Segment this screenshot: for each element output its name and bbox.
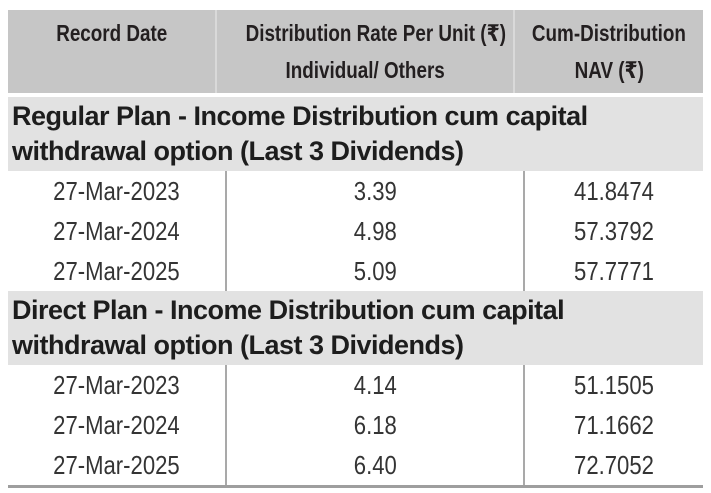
nav-cell: 51.1505 (525, 365, 703, 405)
header-rate-line2: Individual/ Others (285, 57, 445, 83)
header-nav-line1: Cum-Distribution (532, 20, 687, 46)
record-date-value: 27-Mar-2023 (53, 370, 180, 400)
record-date-cell: 27-Mar-2023 (8, 365, 227, 405)
nav-value: 71.1662 (574, 410, 654, 440)
record-date-value: 27-Mar-2025 (53, 256, 180, 286)
record-date-value: 27-Mar-2024 (53, 216, 180, 246)
dividend-table: Record Date Distribution Rate Per Unit (… (8, 10, 703, 488)
table-row: 27-Mar-2023 3.39 41.8474 (8, 171, 703, 211)
table-row: 27-Mar-2025 5.09 57.7771 (8, 251, 703, 291)
nav-value: 57.7771 (574, 256, 654, 286)
table-row: 27-Mar-2025 6.40 72.7052 (8, 445, 703, 485)
nav-cell: 57.7771 (525, 251, 703, 291)
nav-cell: 71.1662 (525, 405, 703, 445)
header-cum-distribution-nav: Cum-Distribution NAV (₹) (515, 10, 703, 93)
nav-value: 57.3792 (574, 216, 654, 246)
table-row: 27-Mar-2024 4.98 57.3792 (8, 211, 703, 251)
record-date-cell: 27-Mar-2024 (8, 405, 227, 445)
rate-cell: 4.14 (227, 365, 525, 405)
record-date-value: 27-Mar-2023 (53, 176, 180, 206)
rate-value: 4.14 (353, 370, 397, 400)
header-record-date: Record Date (8, 10, 218, 93)
table-row: 27-Mar-2024 6.18 71.1662 (8, 405, 703, 445)
rate-value: 6.40 (353, 450, 397, 480)
header-nav-line2: NAV (₹) (574, 57, 644, 83)
record-date-cell: 27-Mar-2025 (8, 445, 227, 485)
nav-cell: 72.7052 (525, 445, 703, 485)
rate-cell: 5.09 (227, 251, 525, 291)
nav-cell: 41.8474 (525, 171, 703, 211)
table-bottom-border (8, 485, 703, 488)
table-header-row: Record Date Distribution Rate Per Unit (… (8, 10, 703, 93)
rate-value: 5.09 (353, 256, 397, 286)
rate-cell: 3.39 (227, 171, 525, 211)
header-record-date-label: Record Date (56, 20, 168, 46)
rate-cell: 4.98 (227, 211, 525, 251)
record-date-cell: 27-Mar-2023 (8, 171, 227, 211)
record-date-value: 27-Mar-2025 (53, 450, 180, 480)
rate-value: 6.18 (353, 410, 397, 440)
table-row: 27-Mar-2023 4.14 51.1505 (8, 365, 703, 405)
section-title-regular-plan: Regular Plan - Income Distribution cum c… (8, 97, 703, 171)
nav-value: 41.8474 (574, 176, 654, 206)
record-date-cell: 27-Mar-2024 (8, 211, 227, 251)
nav-value: 51.1505 (574, 370, 654, 400)
rate-cell: 6.18 (227, 405, 525, 445)
header-distribution-rate-per-unit: Distribution Rate Per Unit (₹) Individua… (217, 10, 516, 93)
nav-value: 72.7052 (574, 450, 654, 480)
record-date-cell: 27-Mar-2025 (8, 251, 227, 291)
header-rate-line1: Distribution Rate Per Unit (₹) (245, 20, 507, 46)
section-title-direct-plan: Direct Plan - Income Distribution cum ca… (8, 291, 703, 365)
record-date-value: 27-Mar-2024 (53, 410, 180, 440)
rate-value: 4.98 (353, 216, 397, 246)
rate-value: 3.39 (353, 176, 397, 206)
nav-cell: 57.3792 (525, 211, 703, 251)
rate-cell: 6.40 (227, 445, 525, 485)
